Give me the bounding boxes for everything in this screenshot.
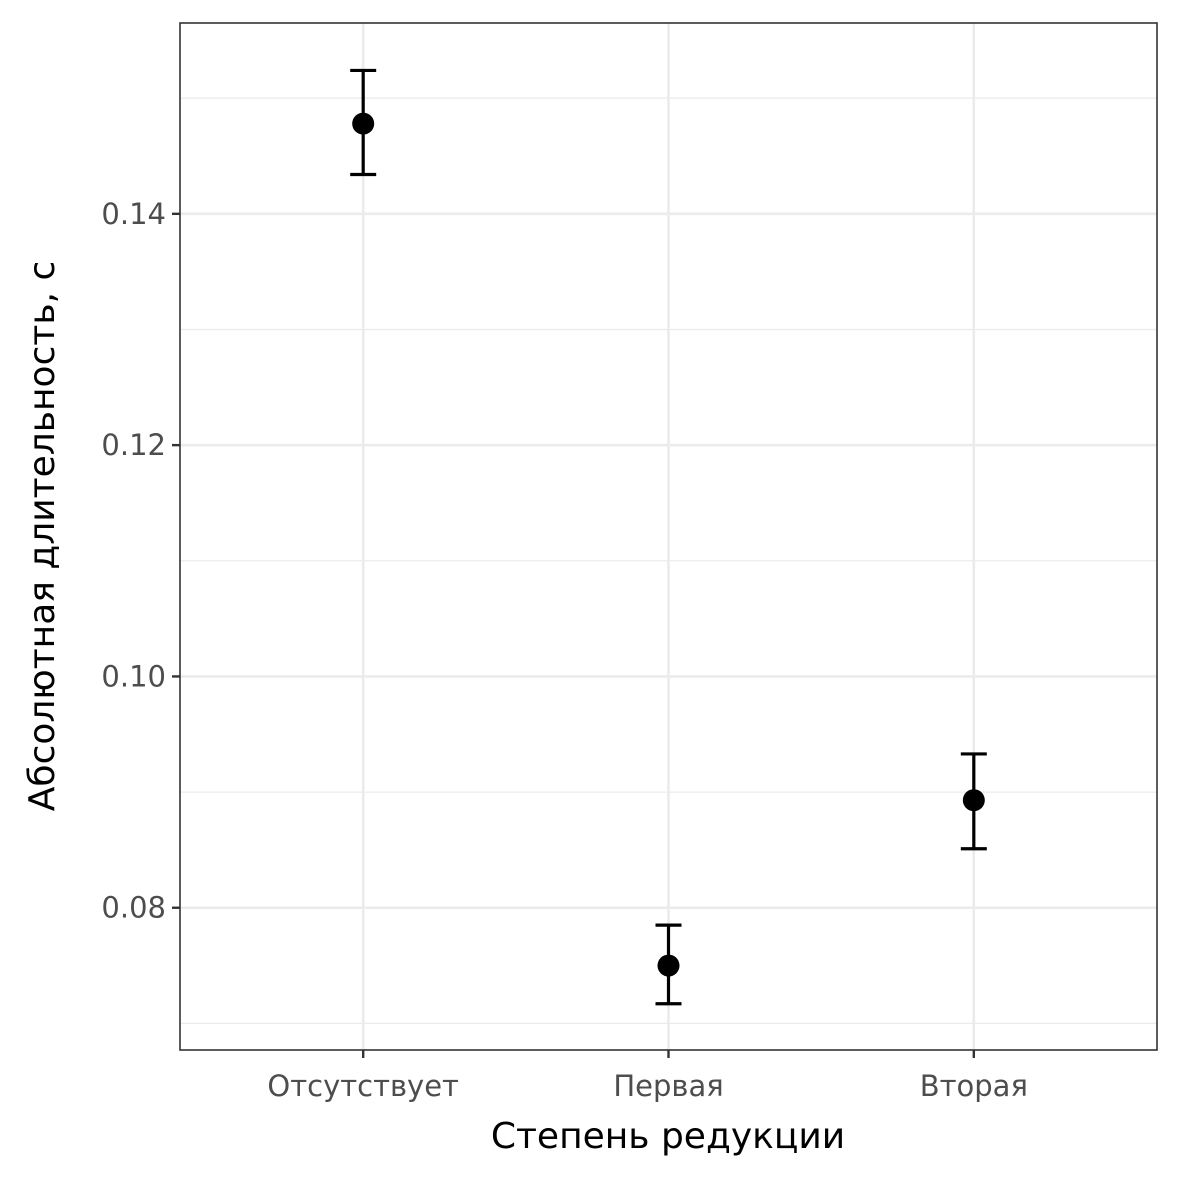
- x-axis-title: Степень редукции: [491, 1116, 845, 1157]
- x-tick-label: Вторая: [920, 1069, 1028, 1103]
- x-tick-label: Отсутствует: [267, 1069, 459, 1103]
- chart-marks: [350, 68, 987, 1006]
- y-tick-label: 0.08: [101, 891, 166, 925]
- grid: [180, 23, 1157, 1050]
- data-point: [657, 954, 680, 977]
- x-tick-label: Первая: [613, 1069, 723, 1103]
- y-tick-label: 0.12: [101, 428, 166, 462]
- y-axis-title: Абсолютная длительность, с: [22, 261, 63, 812]
- y-tick-label: 0.10: [101, 659, 166, 693]
- data-point: [352, 112, 375, 135]
- y-tick-label: 0.14: [101, 197, 166, 231]
- axes: 0.08 0.10 0.12 0.14 Отсутствует Первая Вторая: [101, 197, 1027, 1103]
- data-point: [962, 789, 985, 812]
